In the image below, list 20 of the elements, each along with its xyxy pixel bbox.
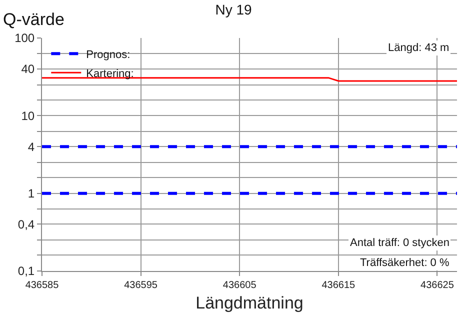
annotation: Träffsäkerhet: 0 % xyxy=(360,257,450,269)
y-tick-label: 0,4 xyxy=(18,217,35,232)
annotation: Antal träff: 0 stycken xyxy=(350,237,450,249)
legend-label: Kartering: xyxy=(86,68,134,80)
y-tick-label: 1 xyxy=(28,186,35,201)
x-tick-label: 436595 xyxy=(124,280,158,291)
legend-label: Prognos: xyxy=(86,48,130,61)
y-tick-label: 0,1 xyxy=(18,264,35,278)
chart-title: Ny 19 xyxy=(215,2,252,18)
y-tick-label: 4 xyxy=(28,140,35,154)
y-tick-label: 100 xyxy=(14,31,35,46)
annotation: Längd: 43 m xyxy=(388,42,450,54)
x-tick-label: 436585 xyxy=(25,280,60,291)
x-tick-label: 436605 xyxy=(222,280,257,291)
x-tick-label: 436615 xyxy=(322,280,356,291)
x-tick-label: 436625 xyxy=(420,280,454,291)
x-axis-title: Längdmätning xyxy=(196,293,304,312)
y-axis-title: Q-värde xyxy=(3,10,64,29)
y-tick-label: 10 xyxy=(21,108,35,123)
y-tick-label: 40 xyxy=(21,62,35,76)
